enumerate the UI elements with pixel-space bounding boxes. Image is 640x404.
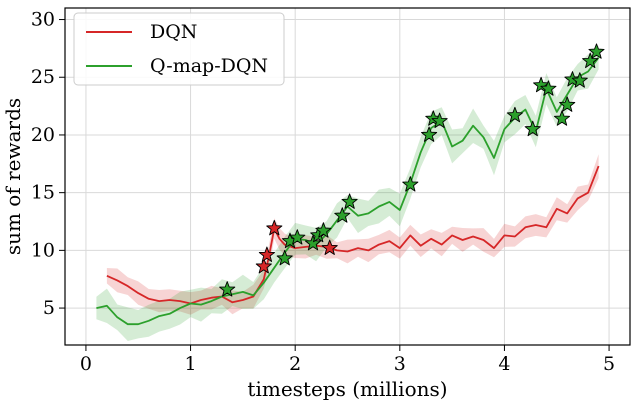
star-marker-q-map-dqn <box>559 96 576 112</box>
star-marker-q-map-dqn <box>571 72 588 88</box>
x-tick-label: 0 <box>80 353 92 375</box>
band-dqn <box>106 154 599 315</box>
star-marker-q-map-dqn <box>402 176 419 192</box>
legend: DQN Q-map-DQN <box>73 12 285 86</box>
plot-frame <box>64 7 631 346</box>
x-tick-label: 2 <box>289 353 301 375</box>
star-marker-q-map-dqn <box>276 249 293 266</box>
star-marker-q-map-dqn <box>421 126 438 142</box>
x-ticks: 0 1 2 3 4 5 <box>80 345 615 375</box>
band-q-map-dqn <box>96 45 599 342</box>
y-tick-label: 5 <box>43 297 55 319</box>
legend-label-dqn: DQN <box>150 21 197 43</box>
star-marker-q-map-dqn <box>533 76 550 93</box>
y-axis-label: sum of rewards <box>1 98 25 255</box>
x-tick-label: 5 <box>603 353 615 375</box>
star-marker-dqn <box>255 258 272 274</box>
star-marker-dqn <box>266 219 283 236</box>
star-marker-q-map-dqn <box>304 234 322 251</box>
star-marker-q-map-dqn <box>341 193 358 209</box>
y-tick-label: 20 <box>31 124 55 146</box>
x-tick-label: 3 <box>394 353 406 375</box>
y-tick-label: 30 <box>31 9 55 31</box>
confidence-bands <box>96 45 599 342</box>
x-tick-label: 1 <box>185 353 197 375</box>
x-axis-label: timesteps (millions) <box>247 377 447 401</box>
star-marker-q-map-dqn <box>506 106 523 123</box>
star-marker-q-map-dqn <box>582 52 599 69</box>
y-tick-label: 15 <box>31 182 55 204</box>
star-marker-q-map-dqn <box>334 207 351 223</box>
star-marker-q-map-dqn <box>431 112 448 129</box>
star-marker-dqn <box>258 246 275 262</box>
x-tick-label: 4 <box>498 353 510 375</box>
y-ticks: 5 10 15 20 25 30 <box>31 9 65 319</box>
star-marker-q-map-dqn <box>540 80 557 96</box>
star-marker-q-map-dqn <box>588 43 605 59</box>
star-marker-q-map-dqn <box>289 229 306 245</box>
star-marker-q-map-dqn <box>553 110 571 126</box>
y-tick-label: 25 <box>31 66 55 88</box>
star-marker-dqn <box>321 239 338 255</box>
series-markers <box>219 43 605 297</box>
star-marker-q-map-dqn <box>315 222 332 238</box>
star-marker-q-map-dqn <box>524 120 541 137</box>
legend-label-q-map-dqn: Q-map-DQN <box>150 55 268 77</box>
y-tick-label: 10 <box>31 239 55 261</box>
star-marker-q-map-dqn <box>219 281 236 297</box>
